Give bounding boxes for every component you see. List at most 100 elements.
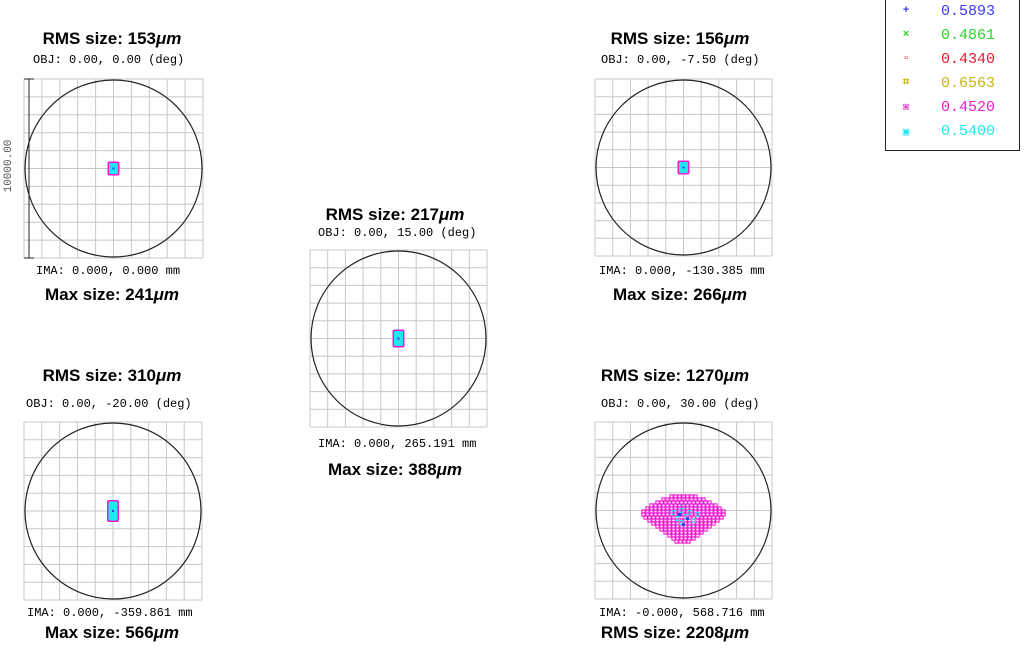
rms-label-p4: RMS size: 310μm	[22, 366, 202, 386]
max-unit: μm	[721, 285, 748, 304]
rms-label-p5: RMS size: 1270μm	[585, 366, 765, 386]
spot-marker	[686, 539, 691, 544]
spot-marker-cyan	[679, 520, 684, 525]
coma-spot	[641, 494, 726, 544]
spot-marker-blue	[682, 523, 685, 526]
spot-marker-cyan	[691, 518, 696, 523]
wavelength-legend: + 0.5893 × 0.4861 ▫ 0.4340 ⌗ 0.6563 ⌘ 0.…	[885, 0, 1020, 151]
legend-value: 0.4520	[941, 99, 996, 116]
ima-label-p1: IMA: 0.000, 0.000 mm	[36, 264, 181, 278]
ima-label-p3: IMA: 0.000, -130.385 mm	[599, 264, 765, 278]
airy-circle	[24, 422, 202, 600]
rms-unit: μm	[724, 29, 750, 48]
max-label-p5: RMS size: 2208μm	[585, 623, 765, 643]
max-label-p4: Max size: 566μm	[22, 623, 202, 643]
spot-marker-cyan	[695, 512, 700, 517]
spot-marker-cyan	[671, 510, 676, 515]
obj-label-p2: OBJ: 0.00, 15.00 (deg)	[318, 226, 477, 240]
spot-marker	[707, 524, 712, 529]
legend-symbol-icon: +	[902, 5, 910, 17]
spot-marker	[655, 524, 660, 529]
spot-marker	[643, 515, 648, 520]
ima-label-p5: IMA: -0.000, 568.716 mm	[599, 606, 765, 620]
legend-value: 0.6563	[941, 75, 996, 92]
spot-diagram-p5	[594, 421, 773, 600]
max-text: Max size: 266	[612, 285, 722, 304]
rms-text: RMS size: 217	[325, 205, 439, 224]
spot-marker	[667, 533, 672, 538]
obj-label-p5: OBJ: 0.00, 30.00 (deg)	[601, 397, 760, 411]
legend-value: 0.4340	[941, 51, 996, 68]
spot-marker	[715, 518, 720, 523]
legend-symbol-icon: ▫	[902, 53, 910, 65]
rms-label-p3: RMS size: 156μm	[590, 29, 770, 49]
legend-symbol-icon: ▣	[902, 127, 910, 139]
max-label-p2: Max size: 388μm	[305, 460, 485, 480]
spot-center	[112, 167, 115, 170]
spot-marker-cyan	[675, 516, 680, 521]
legend-row: ▣ 0.5400	[886, 123, 1021, 145]
spot-marker-blue	[686, 517, 689, 520]
airy-circle	[24, 79, 203, 258]
spot-center	[397, 337, 400, 340]
rms-label-p2: RMS size: 217μm	[305, 205, 485, 225]
max-text: RMS size: 2208	[600, 623, 724, 642]
legend-row: ▫ 0.4340	[886, 51, 1021, 73]
obj-label-p1: OBJ: 0.00, 0.00 (deg)	[33, 53, 185, 67]
rms-text: RMS size: 156	[610, 29, 724, 48]
max-label-p1: Max size: 241μm	[22, 285, 202, 305]
spot-marker	[671, 536, 676, 541]
legend-row: + 0.5893	[886, 3, 1021, 25]
spot-marker-cyan	[687, 510, 692, 515]
legend-value: 0.5893	[941, 3, 996, 20]
max-unit: μm	[436, 460, 463, 479]
spot-center	[682, 166, 685, 169]
max-unit: μm	[153, 623, 180, 642]
airy-circle	[310, 250, 487, 427]
spot-diagram-p3	[594, 78, 773, 257]
spot-marker-blue	[678, 513, 681, 516]
spot-marker	[711, 521, 716, 526]
spot-diagram-p4	[23, 421, 203, 601]
spot-marker	[719, 515, 724, 520]
legend-symbol-icon: ×	[902, 29, 910, 41]
spot-diagram-p2	[309, 249, 488, 428]
spot-marker	[663, 530, 668, 535]
ima-label-p2: IMA: 0.000, 265.191 mm	[318, 437, 477, 451]
rms-text: RMS size: 310	[42, 366, 156, 385]
legend-value: 0.4861	[941, 27, 996, 44]
airy-circle	[595, 79, 772, 256]
rms-label-p1: RMS size: 153μm	[22, 29, 202, 49]
spot-marker	[699, 530, 704, 535]
spot-marker	[703, 527, 708, 532]
ima-label-p4: IMA: 0.000, -359.861 mm	[27, 606, 193, 620]
spot-marker-cyan	[683, 514, 688, 519]
spot-marker	[647, 518, 652, 523]
obj-label-p4: OBJ: 0.00, -20.00 (deg)	[26, 397, 192, 411]
max-text: Max size: 388	[327, 460, 437, 479]
rms-unit: μm	[439, 205, 465, 224]
legend-row: ⌘ 0.4520	[886, 99, 1021, 121]
rms-unit: μm	[156, 366, 182, 385]
spot-marker	[691, 536, 696, 541]
scale-bar	[24, 78, 34, 259]
max-text: Max size: 241	[44, 285, 154, 304]
scale-bar-label: 10000.00	[3, 139, 15, 193]
rms-text: RMS size: 153	[42, 29, 156, 48]
spot-marker-cyan	[679, 508, 684, 513]
max-unit: μm	[723, 623, 750, 642]
legend-row: ⌗ 0.6563	[886, 75, 1021, 97]
max-text: Max size: 566	[44, 623, 154, 642]
spot-marker	[695, 533, 700, 538]
max-unit: μm	[153, 285, 180, 304]
legend-value: 0.5400	[941, 123, 996, 140]
max-label-p3: Max size: 266μm	[590, 285, 770, 305]
rms-unit: μm	[156, 29, 182, 48]
spot-diagram-p1	[23, 78, 204, 259]
spot-marker	[682, 539, 687, 544]
spot-marker	[651, 521, 656, 526]
spot-center	[112, 510, 114, 512]
legend-row: × 0.4861	[886, 27, 1021, 49]
spot-marker	[659, 527, 664, 532]
rms-text: RMS size: 1270	[600, 366, 724, 385]
